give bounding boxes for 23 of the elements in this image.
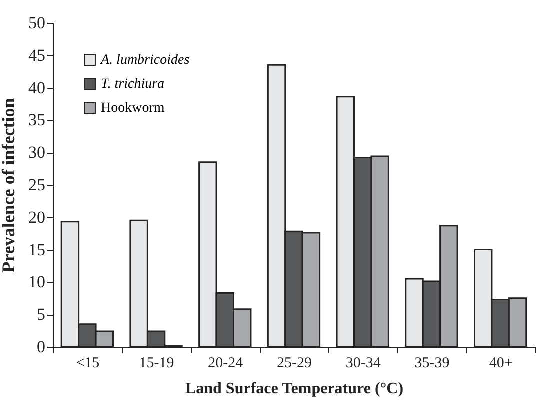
legend-label: T. trichiura (101, 77, 165, 92)
y-tick-label: 20 (28, 208, 46, 227)
y-tick-label: 40 (28, 78, 46, 98)
y-tick-label: 45 (28, 46, 46, 65)
y-tick-label: 15 (28, 240, 46, 260)
x-tick-label: 30-34 (346, 356, 382, 372)
y-tick-label: 30 (28, 143, 46, 162)
y-tick-label: 50 (28, 14, 46, 32)
x-tick-label: 15-19 (139, 356, 174, 372)
legend-label: A. lumbricoides (100, 53, 190, 68)
y-tick-label: 25 (28, 176, 46, 194)
x-tick-label: 25-29 (277, 356, 312, 372)
y-tick-label: 35 (28, 110, 46, 130)
x-tick-label: 20-24 (208, 356, 244, 372)
y-tick-label: 10 (28, 272, 46, 292)
y-tick-label: 5 (37, 305, 46, 324)
y-axis-title: Prevalence of infection (0, 98, 18, 273)
x-tick-label: 40+ (489, 356, 513, 372)
legend-label: Hookworm (101, 101, 165, 116)
x-tick-label: <15 (76, 356, 100, 372)
y-tick-label: 0 (37, 338, 46, 356)
x-tick-label: 35-39 (414, 356, 450, 372)
x-axis-title: Land Surface Temperature (°C) (185, 380, 404, 398)
